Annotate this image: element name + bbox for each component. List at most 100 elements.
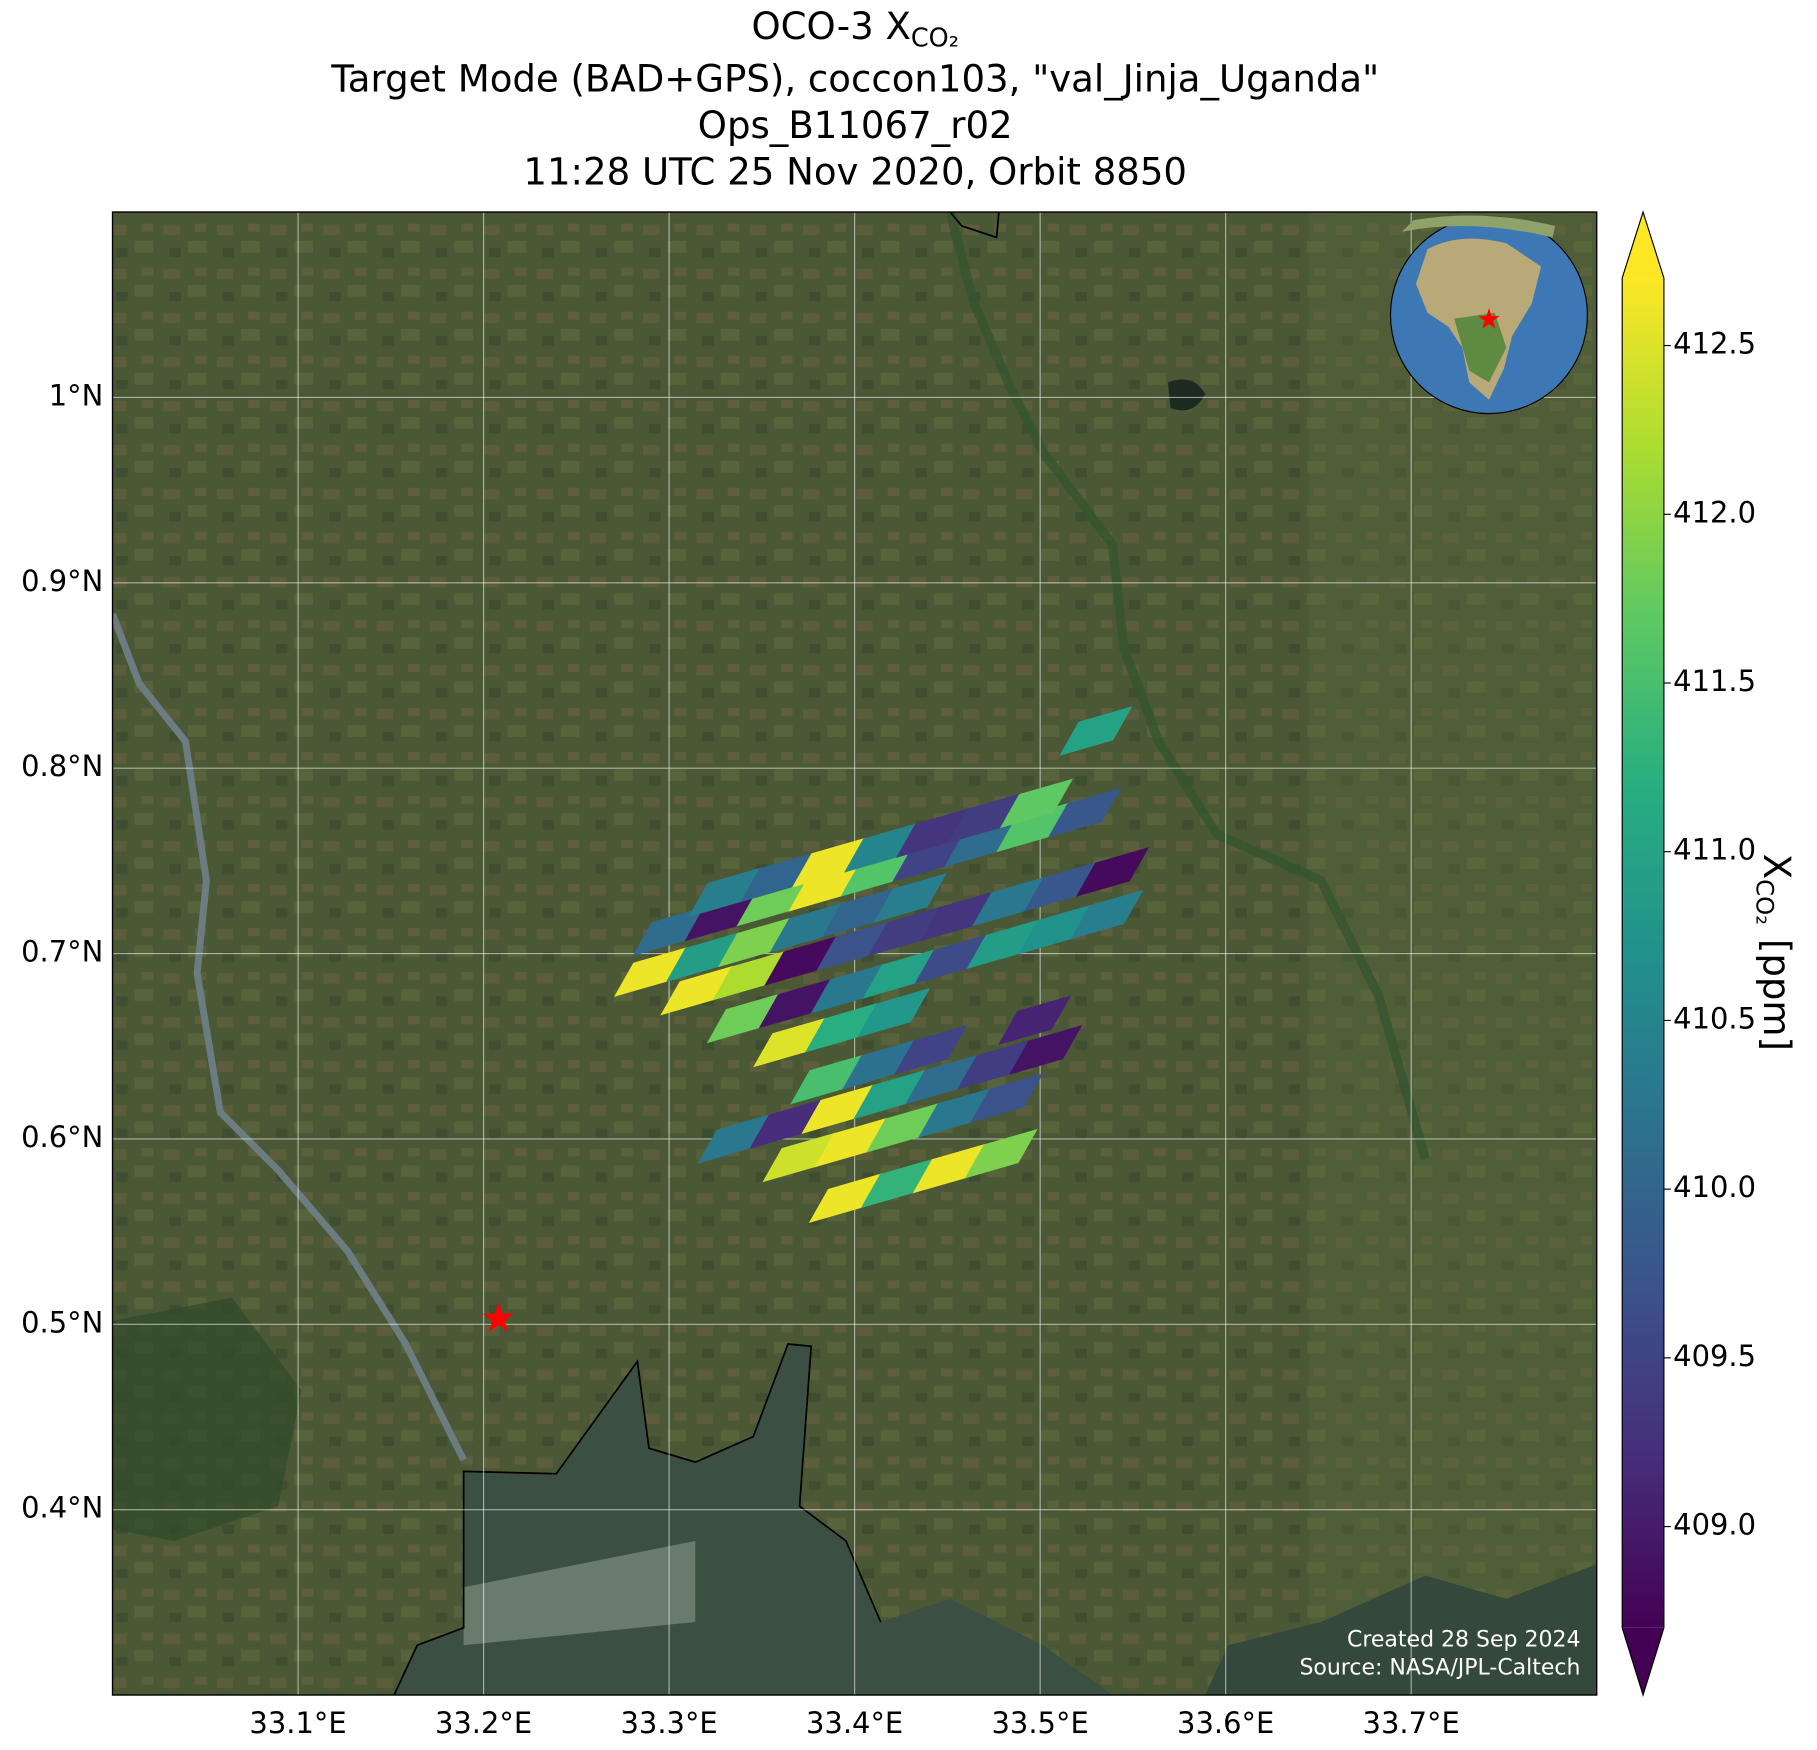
footprint	[1018, 904, 1092, 955]
y-tick-label: 0.9°N	[21, 564, 103, 598]
footprint	[706, 993, 780, 1044]
y-tick-label: 0.7°N	[21, 935, 103, 969]
footprint	[814, 1117, 888, 1168]
wetland	[945, 212, 1430, 1160]
forest	[112, 1297, 302, 1541]
footprint	[972, 876, 1046, 927]
y-tick-label: 0.8°N	[21, 749, 103, 783]
lake	[1205, 1564, 1597, 1696]
credit: Created 28 Sep 2024	[1347, 1628, 1580, 1653]
footprint	[712, 950, 786, 1001]
footprint	[862, 949, 936, 999]
footprint	[821, 887, 895, 938]
colorbar-label-main: X	[1756, 854, 1799, 879]
footprint	[914, 934, 988, 984]
colorbar-outline	[1621, 210, 1665, 1697]
footprint	[764, 936, 838, 986]
footprint	[808, 1173, 882, 1224]
footprint	[736, 876, 810, 927]
globe-site	[1478, 308, 1500, 329]
colorbar-tick-label: 410.0	[1673, 1170, 1756, 1204]
coastline	[949, 212, 1000, 239]
footprint	[947, 793, 1021, 843]
footprint	[844, 823, 918, 873]
colorbar-tick-label: 410.5	[1673, 1001, 1756, 1035]
footprint	[660, 965, 734, 1016]
footprint	[957, 1039, 1031, 1090]
footprint	[944, 817, 1018, 868]
globe-land	[1402, 215, 1555, 238]
footprint	[1059, 706, 1133, 756]
x-tick-label: 33.6°E	[1177, 1706, 1274, 1740]
footprint	[840, 847, 914, 897]
colorbar-body	[1622, 278, 1664, 1628]
footprint	[758, 978, 832, 1029]
x-tick-label: 33.2°E	[435, 1706, 532, 1740]
footprint	[999, 778, 1074, 829]
soundings	[613, 706, 1150, 1224]
footprint	[964, 1128, 1038, 1179]
colorbar-extend-min	[1622, 1627, 1664, 1696]
y-tick-label: 0.6°N	[21, 1120, 103, 1154]
footprint	[857, 988, 931, 1038]
footprint	[697, 1114, 771, 1164]
footprint	[684, 891, 758, 942]
footprint	[762, 1132, 836, 1183]
colorbar-tick-label: 409.0	[1673, 1508, 1756, 1542]
footprint	[866, 1102, 940, 1153]
footprint	[868, 906, 942, 957]
footprint	[810, 963, 884, 1014]
footprint	[805, 1002, 879, 1053]
footprint	[1070, 889, 1144, 940]
globe-inset	[1389, 215, 1589, 415]
footprint	[873, 873, 947, 923]
footprint	[996, 802, 1070, 853]
footprint	[740, 852, 814, 903]
colorbar-tick-label: 411.5	[1673, 664, 1756, 698]
credit: Source: NASA/JPL-Caltech	[1299, 1655, 1580, 1680]
footprint	[860, 1158, 934, 1209]
footprint	[790, 1054, 864, 1105]
y-tick-label: 0.4°N	[21, 1491, 103, 1525]
title-subscript: CO₂	[911, 23, 959, 53]
footprint	[1009, 1025, 1083, 1075]
y-tick-label: 0.5°N	[21, 1305, 103, 1339]
footprint	[749, 1099, 823, 1149]
subtitle: Target Mode (BAD+GPS), coccon103, "val_J…	[330, 58, 1379, 101]
footprint	[788, 861, 862, 912]
x-tick-label: 33.1°E	[249, 1706, 346, 1740]
footprint	[998, 995, 1072, 1046]
footprint	[769, 902, 843, 953]
footprint	[970, 1073, 1044, 1123]
title: OCO-3 XCO₂	[751, 4, 958, 53]
colorbar-label-unit: [ppm]	[1756, 939, 1799, 1051]
x-tick-label: 33.4°E	[806, 1706, 903, 1740]
x-tick-label: 33.3°E	[620, 1706, 717, 1740]
colorbar-label: XCO₂ [ppm]	[1751, 854, 1799, 1051]
footprint	[1024, 861, 1098, 912]
gridlines	[112, 212, 1597, 1696]
lake-patch	[463, 1540, 696, 1646]
colorbar: 409.0 409.5 410.0 410.5 411.0 411.5 412.0 412.5	[1621, 210, 1756, 1697]
small-lake	[1168, 379, 1206, 411]
footprint	[753, 1017, 827, 1068]
coastline	[393, 1343, 882, 1696]
footprint	[895, 808, 970, 858]
colorbar-extend-max	[1622, 212, 1664, 279]
site-marker	[482, 1302, 514, 1332]
footprint	[717, 917, 792, 968]
footprint	[905, 1054, 979, 1105]
footprint	[816, 921, 890, 971]
colorbar-label-subscript: CO₂	[1751, 879, 1780, 925]
footprint	[801, 1084, 875, 1135]
x-tick-label: 33.5°E	[992, 1706, 1089, 1740]
title-main: OCO-3 X	[751, 4, 910, 47]
footprint	[918, 1088, 992, 1138]
footprint	[894, 1025, 968, 1075]
footprint	[792, 837, 866, 888]
globe-land	[1454, 312, 1507, 383]
footprint	[842, 1039, 916, 1090]
footprint	[1075, 847, 1150, 897]
footprint	[892, 832, 966, 882]
